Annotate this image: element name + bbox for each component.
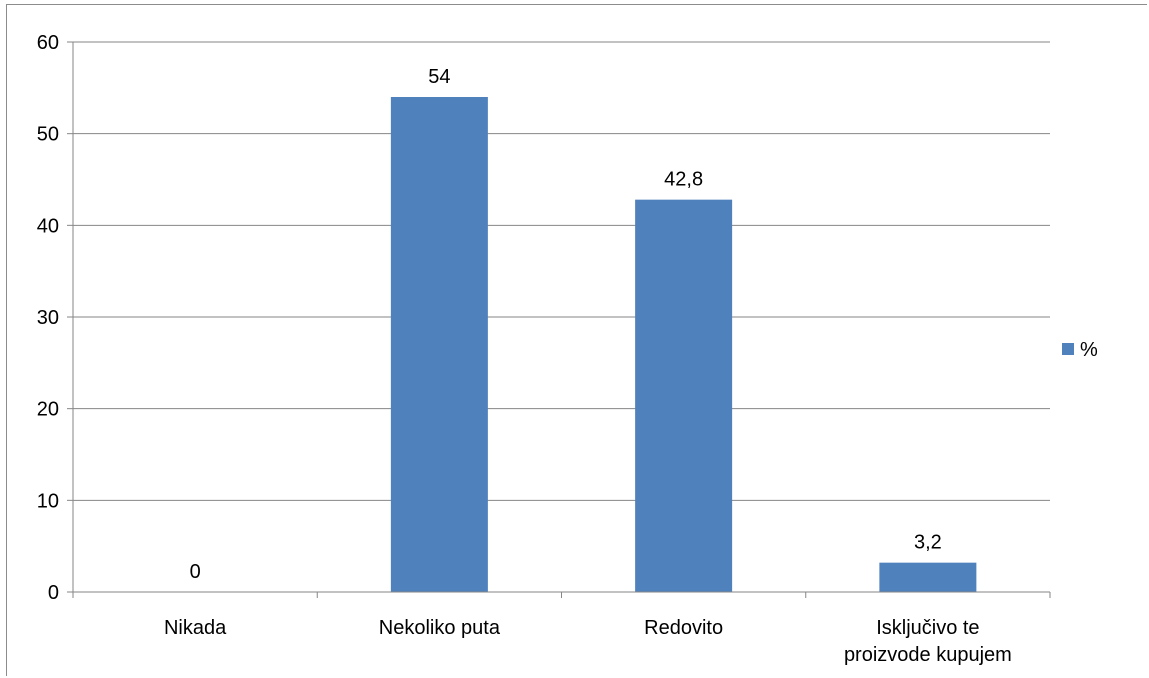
y-tick-label: 40 [37,215,59,237]
category-label: proizvode kupujem [844,644,1012,666]
y-tick-label: 10 [37,490,59,512]
category-label: Nekoliko puta [379,617,501,639]
bar [390,97,488,592]
y-tick-label: 20 [37,399,59,421]
data-label: 42,8 [664,169,703,191]
category-label: Isključivo te [876,617,979,639]
legend-swatch [1062,343,1074,355]
bar [635,199,733,592]
data-label: 3,2 [914,532,942,554]
chart-frame [6,4,1147,676]
category-label: Redovito [644,617,723,639]
bar [879,562,977,592]
y-tick-label: 0 [48,582,59,604]
y-tick-label: 50 [37,124,59,146]
legend-label: % [1080,339,1098,361]
data-label: 54 [428,66,450,88]
y-tick-label: 30 [37,307,59,329]
data-label: 0 [190,561,201,583]
category-label: Nikada [164,617,227,639]
y-tick-label: 60 [37,32,59,54]
